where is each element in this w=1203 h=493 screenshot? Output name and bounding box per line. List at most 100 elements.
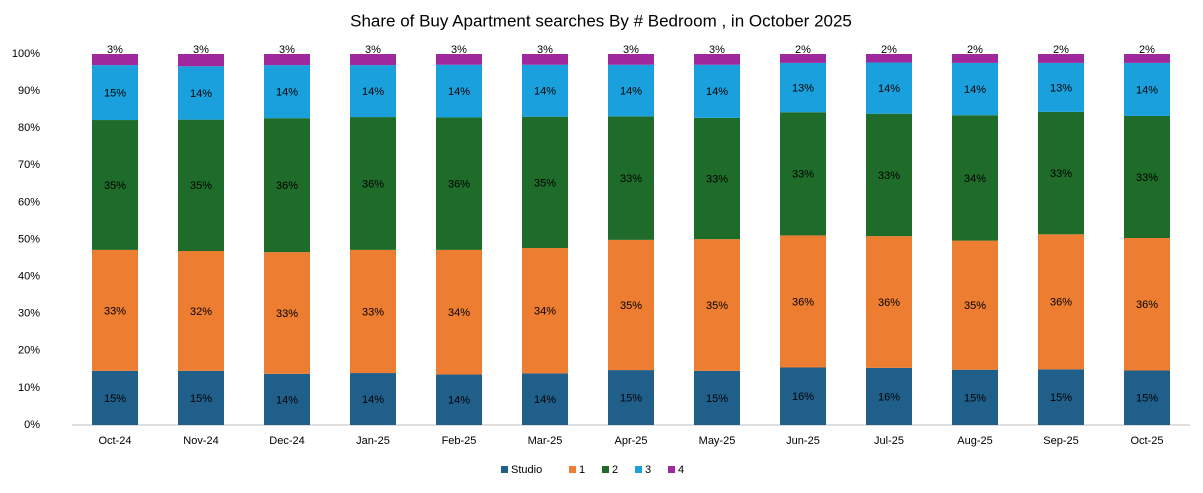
x-tick-label: Oct-24 [98,435,131,447]
data-label: 14% [964,84,986,96]
bar-segment [436,54,482,65]
data-label: 14% [448,395,470,407]
data-label: 33% [706,173,728,185]
data-label: 15% [104,393,126,405]
data-label: 33% [362,306,384,318]
y-tick-label: 0% [24,419,40,431]
bar-segment [952,54,998,63]
bar-segment [264,65,310,119]
bar-segment [92,65,138,121]
data-label: 33% [276,308,298,320]
data-label: 33% [1050,168,1072,180]
data-label: 2% [1053,44,1069,56]
bar-segment [178,370,224,425]
bar-segment [952,369,998,425]
data-label: 15% [1050,392,1072,404]
data-label: 16% [878,391,900,403]
bar-segment [264,252,310,374]
data-label: 14% [534,394,556,406]
data-label: 2% [795,44,811,56]
bar-segment [780,112,826,236]
legend-label: 2 [612,464,618,476]
bar-segment [522,54,568,65]
bar-segment [522,116,568,249]
data-label: 16% [792,391,814,403]
data-label: 35% [190,180,212,192]
x-tick-label: Jul-25 [874,435,904,447]
bar-segment [780,235,826,368]
y-tick-label: 70% [18,159,40,171]
y-tick-label: 20% [18,345,40,357]
bar-segment [178,251,224,371]
data-label: 36% [1050,297,1072,309]
x-tick-label: Oct-25 [1130,435,1163,447]
legend-label: 3 [645,464,651,476]
data-label: 33% [620,173,642,185]
bar-segment [1038,369,1084,425]
data-label: 14% [706,86,728,98]
data-label: 33% [1136,172,1158,184]
bar-segment [780,54,826,63]
data-label: 34% [534,306,556,318]
data-label: 14% [620,85,642,97]
bar-segment [92,54,138,66]
bar-segment [866,113,912,237]
bar-segment [522,248,568,374]
bar-segment [952,115,998,241]
bar-segment [178,66,224,120]
data-label: 36% [1136,299,1158,311]
data-label: 14% [276,394,298,406]
data-label: 3% [623,44,639,56]
bar-segment [522,64,568,117]
bar-segment [178,119,224,252]
data-label: 13% [1050,82,1072,94]
data-label: 33% [104,305,126,317]
data-label: 3% [709,44,725,56]
bar-segment [522,373,568,425]
data-label: 2% [881,44,897,56]
data-label: 14% [190,88,212,100]
bar-segment [350,373,396,425]
bar-segment [350,54,396,66]
data-label: 3% [193,44,209,56]
data-label: 2% [1139,44,1155,56]
bar-segment [780,62,826,113]
data-label: 15% [1136,393,1158,405]
x-tick-label: Sep-25 [1043,435,1078,447]
data-label: 36% [792,296,814,308]
legend-label: 4 [678,464,684,476]
y-tick-label: 10% [18,382,40,394]
data-label: 3% [365,44,381,56]
x-tick-label: Apr-25 [614,435,647,447]
data-label: 32% [190,306,212,318]
bar-segment [608,54,654,65]
y-tick-label: 90% [18,85,40,97]
x-tick-label: Mar-25 [528,435,563,447]
bar-segment [350,117,396,250]
y-tick-label: 100% [12,48,40,60]
bar-segment [952,240,998,370]
bar-segment [436,374,482,425]
data-label: 14% [276,87,298,99]
bar-segment [866,367,912,425]
data-label: 15% [104,87,126,99]
bar-segment [350,65,396,118]
data-label: 14% [362,86,384,98]
data-label: 33% [792,169,814,181]
bar-segment [1124,238,1170,371]
bar-segment [436,64,482,118]
data-label: 35% [964,300,986,312]
bar-segment [866,236,912,368]
bar-segment [608,116,654,240]
bar-segment [1038,62,1084,112]
data-label: 14% [878,83,900,95]
bar-segment [608,370,654,425]
data-label: 15% [190,393,212,405]
bar-segment [1038,111,1084,235]
x-tick-label: Feb-25 [442,435,477,447]
bar-segment [178,54,224,67]
bar-segment [694,239,740,371]
data-label: 3% [451,44,467,56]
bar-segment [436,249,482,375]
